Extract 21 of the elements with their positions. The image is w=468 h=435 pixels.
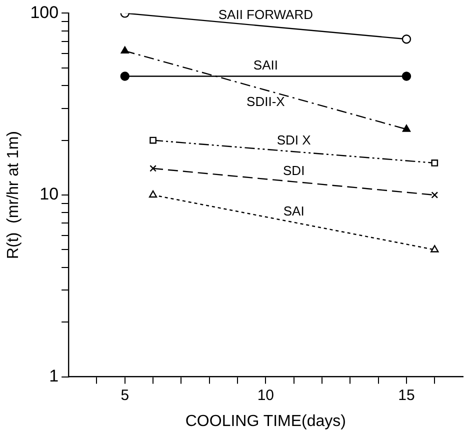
series-label: SAI: [283, 203, 304, 218]
series-label: SAII FORWARD: [218, 7, 313, 22]
point: [402, 72, 412, 81]
x-tick-label: 5: [120, 386, 130, 404]
y-tick-label: 100: [30, 2, 59, 22]
y-axis-title: R(t) (mr/hr at 1m): [5, 131, 22, 259]
x-tick-label: 15: [398, 386, 415, 404]
x-axis-title: COOLING TIME(days): [185, 412, 346, 430]
y-tick-label: 10: [40, 184, 59, 204]
y-tick-label: 1: [49, 366, 59, 386]
x-tick-label: 10: [257, 386, 274, 404]
series-label: SDI: [283, 162, 305, 178]
point: [150, 165, 156, 172]
point: [431, 160, 438, 166]
point: [402, 34, 412, 44]
point: [150, 136, 156, 144]
series-label: SDII-X: [246, 94, 286, 110]
point: [120, 72, 130, 81]
series-label: SAII: [253, 57, 278, 72]
point: [431, 192, 438, 198]
series-label: SDI X: [276, 132, 312, 148]
